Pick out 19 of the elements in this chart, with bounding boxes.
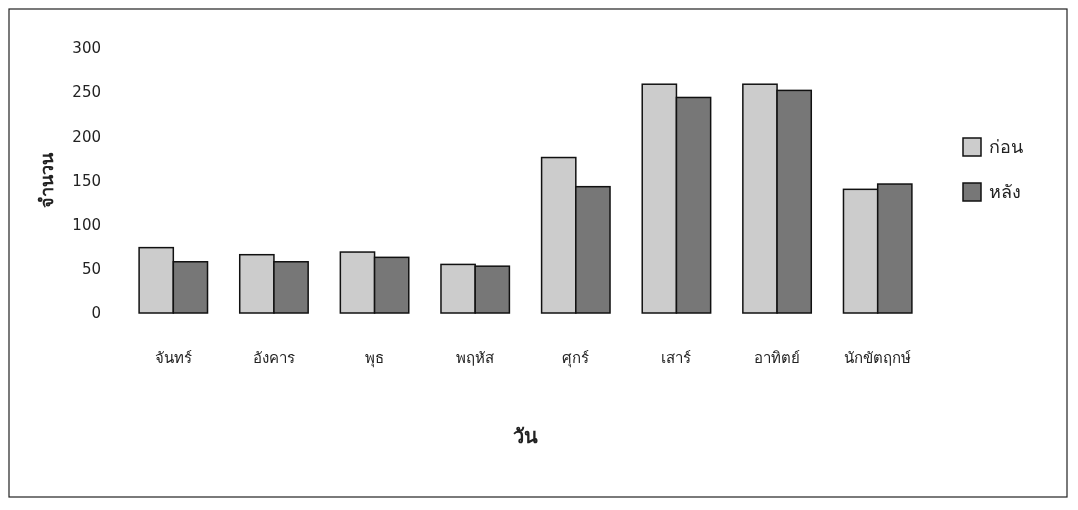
x-tick-label: พุธ: [365, 349, 385, 368]
x-tick-label: จันทร์: [154, 349, 192, 367]
x-tick-label: นักขัตฤกษ์: [844, 349, 912, 367]
y-tick-label: 250: [72, 83, 101, 102]
y-axis-title: จำนวน: [36, 152, 57, 208]
legend-label: หลัง: [989, 181, 1021, 203]
y-tick-label: 200: [72, 127, 101, 146]
x-tick-label: ศุกร์: [562, 349, 590, 368]
y-tick-label: 300: [72, 39, 101, 58]
x-tick-label: อังคาร: [252, 349, 295, 367]
y-tick-label: 150: [72, 171, 101, 190]
y-tick-label: 100: [72, 215, 101, 234]
x-tick-label: เสาร์: [661, 349, 692, 367]
legend-label: ก่อน: [989, 136, 1023, 158]
x-tick-label: อาทิตย์: [754, 349, 801, 367]
x-axis-title: วัน: [513, 424, 538, 448]
y-tick-label: 50: [81, 260, 101, 279]
x-tick-label: พฤหัส: [456, 349, 495, 367]
y-tick-label: 0: [91, 304, 101, 323]
